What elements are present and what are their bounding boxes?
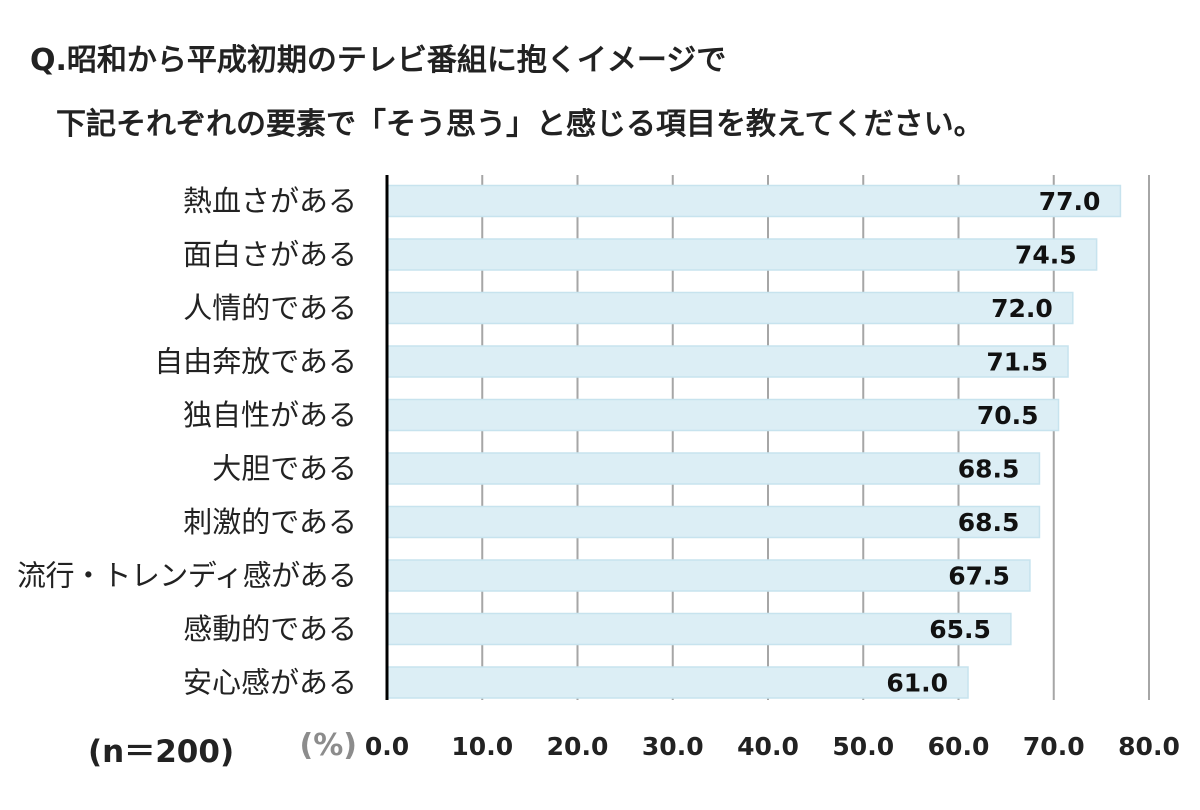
x-tick-label: 60.0: [928, 732, 990, 761]
category-label: 感動的である: [183, 612, 357, 646]
x-tick-label: 80.0: [1118, 732, 1180, 761]
value-label: 61.0: [886, 669, 948, 698]
sample-size-label: (n＝200): [88, 734, 234, 770]
bar: [386, 559, 1031, 592]
category-label: 大胆である: [212, 452, 357, 486]
value-label: 77.0: [1039, 187, 1101, 216]
chart-title-line2: 下記それぞれの要素で「そう思う」と感じる項目を教えてください。: [56, 107, 984, 142]
bar: [386, 398, 1060, 432]
value-label: 67.5: [948, 562, 1010, 591]
category-label: 人情的である: [183, 291, 357, 325]
x-tick-label: 10.0: [451, 732, 513, 761]
bar: [386, 612, 1012, 646]
x-tick-label: 30.0: [642, 732, 704, 761]
bar: [386, 345, 1069, 378]
x-tick-label: 40.0: [737, 732, 799, 761]
bar: [386, 666, 969, 699]
value-label: 68.5: [958, 455, 1020, 484]
bar: [386, 505, 1041, 539]
value-label: 72.0: [991, 294, 1053, 323]
category-label: 自由奔放である: [154, 345, 357, 379]
x-tick-label: 0.0: [365, 732, 409, 761]
chart-title-line1: Q.昭和から平成初期のテレビ番組に抱くイメージで: [30, 43, 726, 78]
bar: [386, 184, 1122, 218]
x-tick-label: 50.0: [832, 732, 894, 761]
value-label: 68.5: [958, 508, 1020, 537]
value-label: 65.5: [929, 615, 991, 644]
x-tick-label: 20.0: [547, 732, 609, 761]
unit-label: (%): [300, 728, 357, 763]
x-tick-label: 70.0: [1023, 732, 1085, 761]
category-label: 面白さがある: [183, 238, 357, 272]
category-label: 流行・トレンディ感がある: [17, 559, 357, 593]
category-label: 刺激的である: [183, 505, 357, 539]
value-label: 70.5: [977, 401, 1039, 430]
bar: [386, 452, 1041, 485]
bar: [386, 238, 1098, 271]
bar: [386, 291, 1074, 325]
value-label: 74.5: [1015, 241, 1077, 270]
value-label: 71.5: [986, 348, 1048, 377]
category-label: 熱血さがある: [183, 184, 357, 218]
category-label: 独自性がある: [183, 398, 357, 432]
category-label: 安心感がある: [183, 666, 357, 700]
